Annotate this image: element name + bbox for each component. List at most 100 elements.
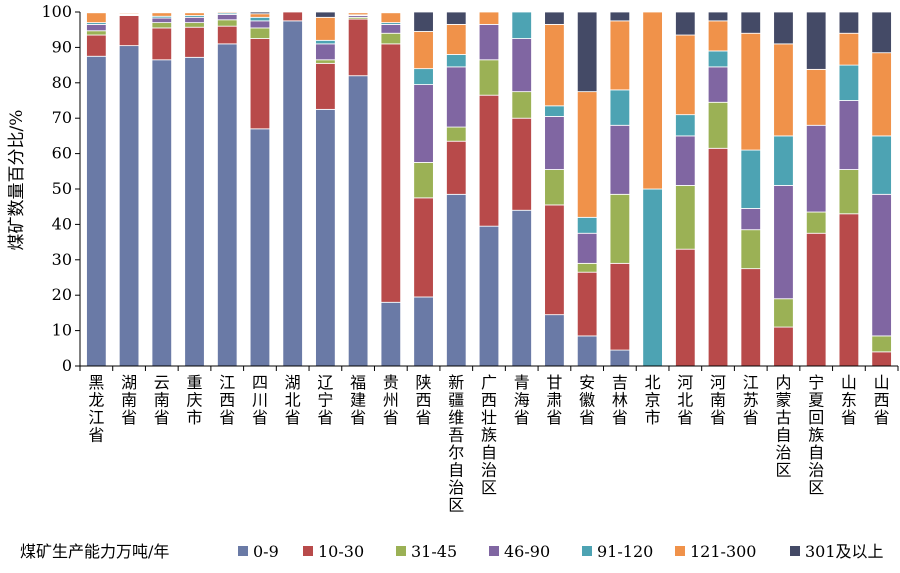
bar-segment-4-2 [185, 27, 205, 57]
bar-segment-24-7 [839, 12, 859, 33]
bar-segment-2-2 [119, 16, 139, 46]
bar-segment-16-3 [577, 263, 597, 272]
legend-label-7: 301及以上 [805, 542, 884, 561]
bar-segment-3-3 [152, 23, 172, 28]
legend-swatch-1 [238, 546, 248, 556]
legend-label-1: 0-9 [253, 542, 279, 561]
bar-segment-15-7 [545, 12, 565, 24]
bar-segment-1-2 [87, 35, 107, 56]
bar-segment-14-5 [512, 12, 532, 39]
bar-segment-20-6 [708, 21, 728, 51]
y-tick-label: 80 [52, 73, 72, 92]
legend-swatch-5 [582, 546, 592, 556]
bar-segment-10-6 [381, 13, 401, 23]
bar-segment-1-7 [87, 12, 107, 13]
bar-segment-21-2 [741, 269, 761, 366]
legend-swatch-6 [675, 546, 685, 556]
bar-segment-19-3 [676, 185, 696, 249]
bar-segment-5-2 [217, 26, 237, 44]
legend-swatch-2 [303, 546, 313, 556]
bar-segment-17-7 [610, 12, 630, 21]
category-labels-layer: 黑龙江省湖南省云南省重庆市江西省四川省湖北省辽宁省福建省贵州省陕西省新疆维吾尔自… [80, 366, 898, 515]
category-label: 贵州省 [383, 373, 399, 427]
bar-segment-13-6 [479, 12, 499, 24]
bar-segment-17-2 [610, 263, 630, 350]
category-label: 河南省 [710, 373, 726, 427]
bar-segment-14-2 [512, 118, 532, 210]
bar-segment-23-6 [806, 69, 826, 125]
bar-segment-15-6 [545, 24, 565, 105]
bar-segment-20-2 [708, 148, 728, 366]
bar-segment-13-3 [479, 60, 499, 95]
legend-title: 煤矿生产能力万吨/年 [20, 542, 169, 561]
bar-segment-4-6 [185, 13, 205, 16]
bar-segment-7-1 [283, 21, 303, 366]
bar-segment-25-7 [872, 12, 892, 53]
bar-segment-22-6 [774, 44, 794, 136]
y-tick-label: 50 [52, 179, 72, 198]
bar-segment-5-3 [217, 20, 237, 26]
bar-segment-18-5 [643, 189, 663, 366]
category-label: 宁夏回族自治区 [808, 373, 824, 497]
bar-segment-16-1 [577, 336, 597, 366]
bar-segment-17-6 [610, 21, 630, 90]
bar-segment-25-4 [872, 194, 892, 336]
bar-segment-20-3 [708, 102, 728, 148]
bar-segment-11-7 [414, 12, 434, 31]
bar-segment-2-1 [119, 46, 139, 366]
bar-segment-15-1 [545, 315, 565, 366]
bar-segment-24-6 [839, 33, 859, 65]
legend-swatch-3 [396, 546, 406, 556]
bar-segment-25-5 [872, 136, 892, 194]
bar-segment-25-6 [872, 53, 892, 136]
bar-segment-16-2 [577, 272, 597, 336]
bar-segment-17-5 [610, 90, 630, 125]
category-label: 江苏省 [743, 373, 759, 427]
bar-segment-21-5 [741, 150, 761, 208]
bar-segment-17-3 [610, 194, 630, 263]
bar-segment-12-6 [446, 24, 466, 54]
y-tick-label: 20 [52, 285, 72, 304]
bar-segment-4-7 [185, 12, 205, 13]
bar-segment-17-1 [610, 350, 630, 366]
bar-segment-14-3 [512, 92, 532, 119]
bar-segment-8-4 [316, 44, 336, 60]
bars-layer [87, 12, 892, 366]
bar-segment-24-2 [839, 214, 859, 366]
bar-segment-15-3 [545, 170, 565, 205]
bar-segment-22-3 [774, 299, 794, 327]
bar-segment-10-2 [381, 44, 401, 302]
category-label: 安徽省 [579, 373, 595, 427]
bar-segment-8-3 [316, 60, 336, 64]
category-label: 山东省 [841, 373, 857, 427]
bar-segment-22-7 [774, 12, 794, 44]
bar-segment-3-4 [152, 18, 172, 23]
bar-segment-11-1 [414, 297, 434, 366]
bar-segment-21-6 [741, 33, 761, 150]
bar-segment-6-1 [250, 129, 270, 366]
bar-segment-21-3 [741, 230, 761, 269]
bar-segment-11-2 [414, 198, 434, 297]
category-label: 福建省 [350, 373, 366, 427]
category-label: 吉林省 [612, 373, 628, 427]
legend-label-2: 10-30 [318, 542, 364, 561]
y-tick-label: 60 [52, 144, 72, 163]
legend-label-6: 121-300 [690, 542, 756, 561]
category-label: 辽宁省 [317, 373, 333, 427]
category-label: 青海省 [514, 373, 530, 427]
bar-segment-15-2 [545, 205, 565, 315]
bar-segment-9-1 [348, 76, 368, 366]
bar-segment-8-5 [316, 40, 336, 44]
bar-segment-1-3 [87, 31, 107, 35]
bar-segment-22-4 [774, 185, 794, 298]
bar-segment-19-5 [676, 115, 696, 136]
category-label: 河北省 [677, 373, 693, 427]
bar-segment-4-3 [185, 23, 205, 28]
bar-segment-23-7 [806, 12, 826, 69]
bar-segment-6-6 [250, 14, 270, 18]
bar-segment-25-2 [872, 352, 892, 366]
bar-segment-20-5 [708, 51, 728, 67]
bar-segment-6-2 [250, 39, 270, 129]
bar-segment-12-1 [446, 194, 466, 366]
